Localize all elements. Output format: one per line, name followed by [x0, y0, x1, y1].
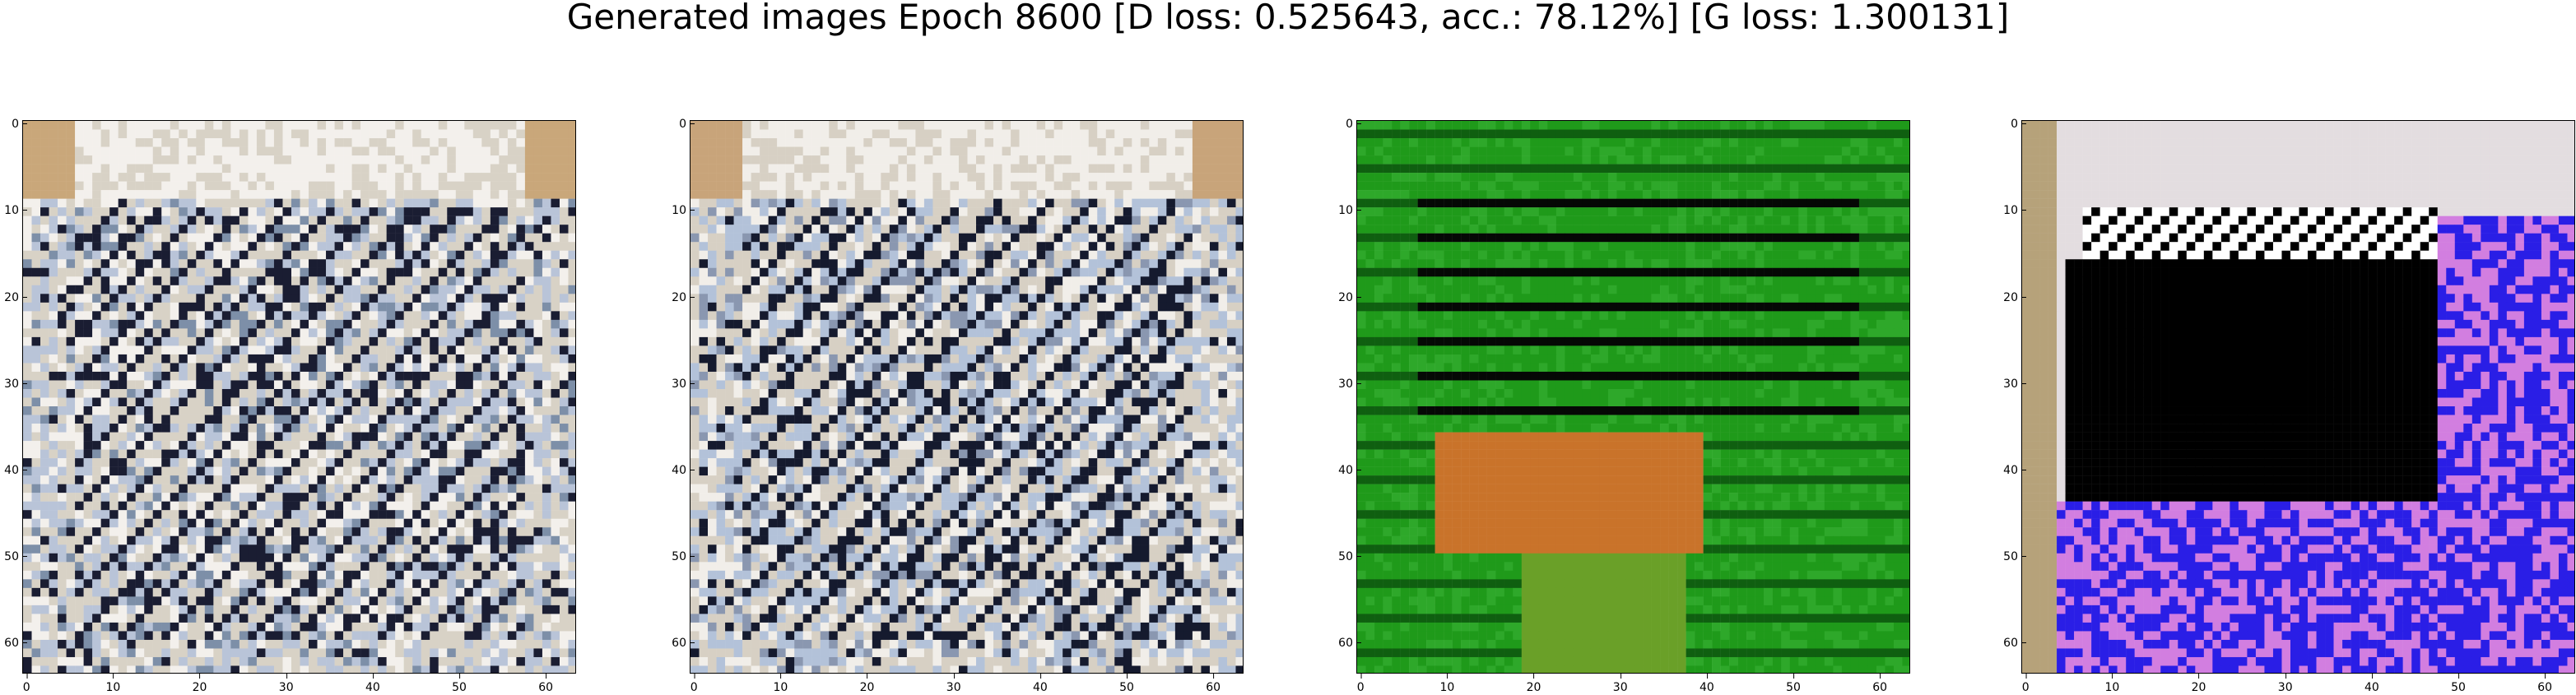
- panel-3: 0 10 20 30 40 50 60 0 10 20 30 40 50 60: [1338, 118, 1910, 693]
- y-tick-label: 20: [2003, 292, 2026, 303]
- x-tick-label: 10: [2104, 674, 2119, 693]
- y-tick-label: 60: [2003, 637, 2026, 649]
- panel-2: 0 10 20 30 40 50 60 0 10 20 30 40 50 60: [672, 118, 1244, 693]
- y-tick-label: 10: [672, 205, 695, 216]
- x-tick-label: 40: [1700, 674, 1714, 693]
- y-tick-label: 20: [4, 292, 27, 303]
- y-tick-label: 40: [4, 465, 27, 476]
- x-tick-label: 10: [1439, 674, 1454, 693]
- x-tick-label: 0: [1357, 674, 1365, 693]
- y-tick-label: 50: [4, 551, 27, 563]
- x-tick-label: 20: [1527, 674, 1541, 693]
- y-tick-label: 50: [1338, 551, 1361, 563]
- y-tick-label: 0: [12, 118, 27, 130]
- x-tick-label: 60: [2537, 674, 2552, 693]
- x-tick-label: 40: [2364, 674, 2379, 693]
- y-tick-label: 10: [2003, 205, 2026, 216]
- panel-4: 0 10 20 30 40 50 60 0 10 20 30 40 50 60: [2003, 118, 2575, 693]
- x-tick-label: 60: [1206, 674, 1221, 693]
- x-tick-label: 0: [2022, 674, 2030, 693]
- y-tick-label: 50: [672, 551, 695, 563]
- y-tick-label: 20: [672, 292, 695, 303]
- x-tick-label: 50: [452, 674, 467, 693]
- y-tick-label: 30: [4, 378, 27, 390]
- x-tick-label: 10: [773, 674, 788, 693]
- x-tick-label: 30: [2278, 674, 2293, 693]
- x-tick-label: 30: [1613, 674, 1628, 693]
- x-tick-label: 50: [1119, 674, 1134, 693]
- y-tick-label: 40: [1338, 465, 1361, 476]
- x-tick-label: 60: [538, 674, 553, 693]
- y-tick-label: 0: [679, 118, 695, 130]
- y-tick-label: 30: [672, 378, 695, 390]
- x-tick-label: 50: [1786, 674, 1801, 693]
- y-tick-label: 50: [2003, 551, 2026, 563]
- x-tick-label: 0: [690, 674, 698, 693]
- y-tick-label: 60: [672, 637, 695, 649]
- y-tick-label: 30: [2003, 378, 2026, 390]
- generated-image-1: [22, 120, 576, 674]
- y-tick-label: 0: [1346, 118, 1361, 130]
- panel-1: 0 10 20 30 40 50 60 0 10 20 30 40 50 60: [4, 118, 576, 693]
- y-tick-label: 60: [4, 637, 27, 649]
- y-tick-label: 10: [1338, 205, 1361, 216]
- x-tick-label: 20: [860, 674, 874, 693]
- y-tick-label: 10: [4, 205, 27, 216]
- x-tick-label: 60: [1872, 674, 1887, 693]
- y-tick-label: 20: [1338, 292, 1361, 303]
- x-tick-label: 10: [105, 674, 120, 693]
- y-tick-label: 0: [2011, 118, 2026, 130]
- y-tick-label: 40: [672, 465, 695, 476]
- x-tick-label: 40: [365, 674, 380, 693]
- y-tick-label: 30: [1338, 378, 1361, 390]
- generated-image-4: [2021, 120, 2575, 674]
- x-tick-label: 20: [2192, 674, 2206, 693]
- x-tick-label: 30: [279, 674, 294, 693]
- generated-image-2: [690, 120, 1244, 674]
- x-tick-label: 0: [23, 674, 30, 693]
- x-tick-label: 20: [193, 674, 207, 693]
- y-tick-label: 60: [1338, 637, 1361, 649]
- x-tick-label: 40: [1033, 674, 1048, 693]
- figure-title: Generated images Epoch 8600 [D loss: 0.5…: [566, 0, 2010, 37]
- generated-image-3: [1356, 120, 1910, 674]
- y-tick-label: 40: [2003, 465, 2026, 476]
- x-tick-label: 50: [2451, 674, 2466, 693]
- x-tick-label: 30: [946, 674, 961, 693]
